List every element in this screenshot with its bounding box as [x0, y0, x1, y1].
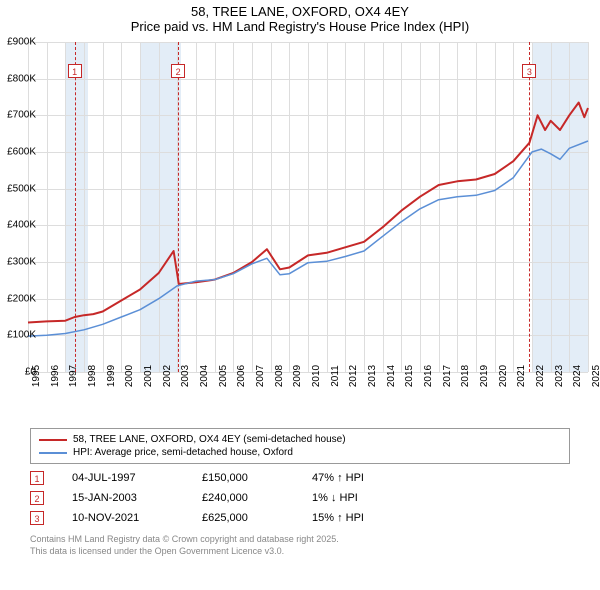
x-axis-label: 2015: [404, 365, 415, 387]
legend-item: HPI: Average price, semi-detached house,…: [39, 446, 561, 459]
title-line-1: 58, TREE LANE, OXFORD, OX4 4EY: [0, 4, 600, 19]
sale-marker-box: 1: [68, 64, 82, 78]
x-axis-label: 2024: [572, 365, 583, 387]
gridline-vertical: [588, 42, 589, 372]
sale-marker-box: 2: [171, 64, 185, 78]
y-axis-label: £200K: [7, 293, 36, 304]
x-axis-label: 2007: [255, 365, 266, 387]
x-axis-label: 1995: [31, 365, 42, 387]
line-series-svg: [28, 42, 588, 372]
legend-swatch: [39, 452, 67, 454]
sale-hpi: 15% ↑ HPI: [312, 512, 432, 524]
footer-attribution: Contains HM Land Registry data © Crown c…: [30, 534, 570, 557]
legend-box: 58, TREE LANE, OXFORD, OX4 4EY (semi-det…: [30, 428, 570, 464]
x-axis-label: 2000: [124, 365, 135, 387]
y-axis-label: £900K: [7, 37, 36, 48]
x-axis-label: 1998: [87, 365, 98, 387]
sale-price: £240,000: [202, 492, 312, 504]
x-axis-label: 2014: [386, 365, 397, 387]
sale-price: £625,000: [202, 512, 312, 524]
x-axis-label: 2019: [479, 365, 490, 387]
x-axis-label: 1999: [106, 365, 117, 387]
sale-row: 1 04-JUL-1997£150,00047% ↑ HPI: [30, 468, 570, 488]
x-axis-label: 2001: [143, 365, 154, 387]
sale-date: 10-NOV-2021: [72, 512, 202, 524]
x-axis-label: 2021: [516, 365, 527, 387]
footer-line-2: This data is licensed under the Open Gov…: [30, 546, 570, 558]
y-axis-label: £600K: [7, 147, 36, 158]
sale-date: 04-JUL-1997: [72, 472, 202, 484]
chart-container: 58, TREE LANE, OXFORD, OX4 4EY Price pai…: [0, 0, 600, 590]
legend-label: 58, TREE LANE, OXFORD, OX4 4EY (semi-det…: [73, 434, 346, 445]
sale-marker-icon: 1: [30, 471, 44, 485]
sale-row: 2 15-JAN-2003£240,0001% ↓ HPI: [30, 488, 570, 508]
sale-marker-box: 3: [522, 64, 536, 78]
title-block: 58, TREE LANE, OXFORD, OX4 4EY Price pai…: [0, 0, 600, 36]
sales-table: 1 04-JUL-1997£150,00047% ↑ HPI 2 15-JAN-200…: [30, 468, 570, 528]
x-axis-label: 1997: [68, 365, 79, 387]
legend-item: 58, TREE LANE, OXFORD, OX4 4EY (semi-det…: [39, 433, 561, 446]
series-line: [28, 103, 588, 323]
x-axis-label: 2018: [460, 365, 471, 387]
x-axis-label: 2017: [442, 365, 453, 387]
y-axis-label: £800K: [7, 73, 36, 84]
x-axis-label: 2002: [162, 365, 173, 387]
x-axis-label: 2006: [236, 365, 247, 387]
sale-date: 15-JAN-2003: [72, 492, 202, 504]
x-axis-label: 2011: [330, 365, 341, 387]
y-axis-label: £700K: [7, 110, 36, 121]
x-axis-label: 2025: [591, 365, 600, 387]
x-axis-label: 2012: [348, 365, 359, 387]
x-axis-label: 2016: [423, 365, 434, 387]
x-axis-label: 2005: [218, 365, 229, 387]
sale-hpi: 1% ↓ HPI: [312, 492, 432, 504]
y-axis-label: £400K: [7, 220, 36, 231]
sale-marker-icon: 3: [30, 511, 44, 525]
y-axis-label: £300K: [7, 257, 36, 268]
x-axis-label: 2022: [535, 365, 546, 387]
sale-price: £150,000: [202, 472, 312, 484]
x-axis-label: 2003: [180, 365, 191, 387]
x-axis-label: 2020: [498, 365, 509, 387]
x-axis-label: 2023: [554, 365, 565, 387]
x-axis-label: 2009: [292, 365, 303, 387]
legend-swatch: [39, 439, 67, 441]
x-axis-label: 2010: [311, 365, 322, 387]
sale-hpi: 47% ↑ HPI: [312, 472, 432, 484]
legend-label: HPI: Average price, semi-detached house,…: [73, 447, 293, 458]
x-axis-label: 2008: [274, 365, 285, 387]
x-axis-label: 2013: [367, 365, 378, 387]
y-axis-label: £100K: [7, 330, 36, 341]
chart-area: 123 £0£100K£200K£300K£400K£500K£600K£700…: [0, 36, 600, 424]
x-axis-label: 1996: [50, 365, 61, 387]
sale-marker-icon: 2: [30, 491, 44, 505]
sale-row: 3 10-NOV-2021£625,00015% ↑ HPI: [30, 508, 570, 528]
y-axis-label: £500K: [7, 183, 36, 194]
x-axis-label: 2004: [199, 365, 210, 387]
title-line-2: Price paid vs. HM Land Registry's House …: [0, 19, 600, 34]
footer-line-1: Contains HM Land Registry data © Crown c…: [30, 534, 570, 546]
plot-region: 1 2 3: [28, 42, 588, 372]
